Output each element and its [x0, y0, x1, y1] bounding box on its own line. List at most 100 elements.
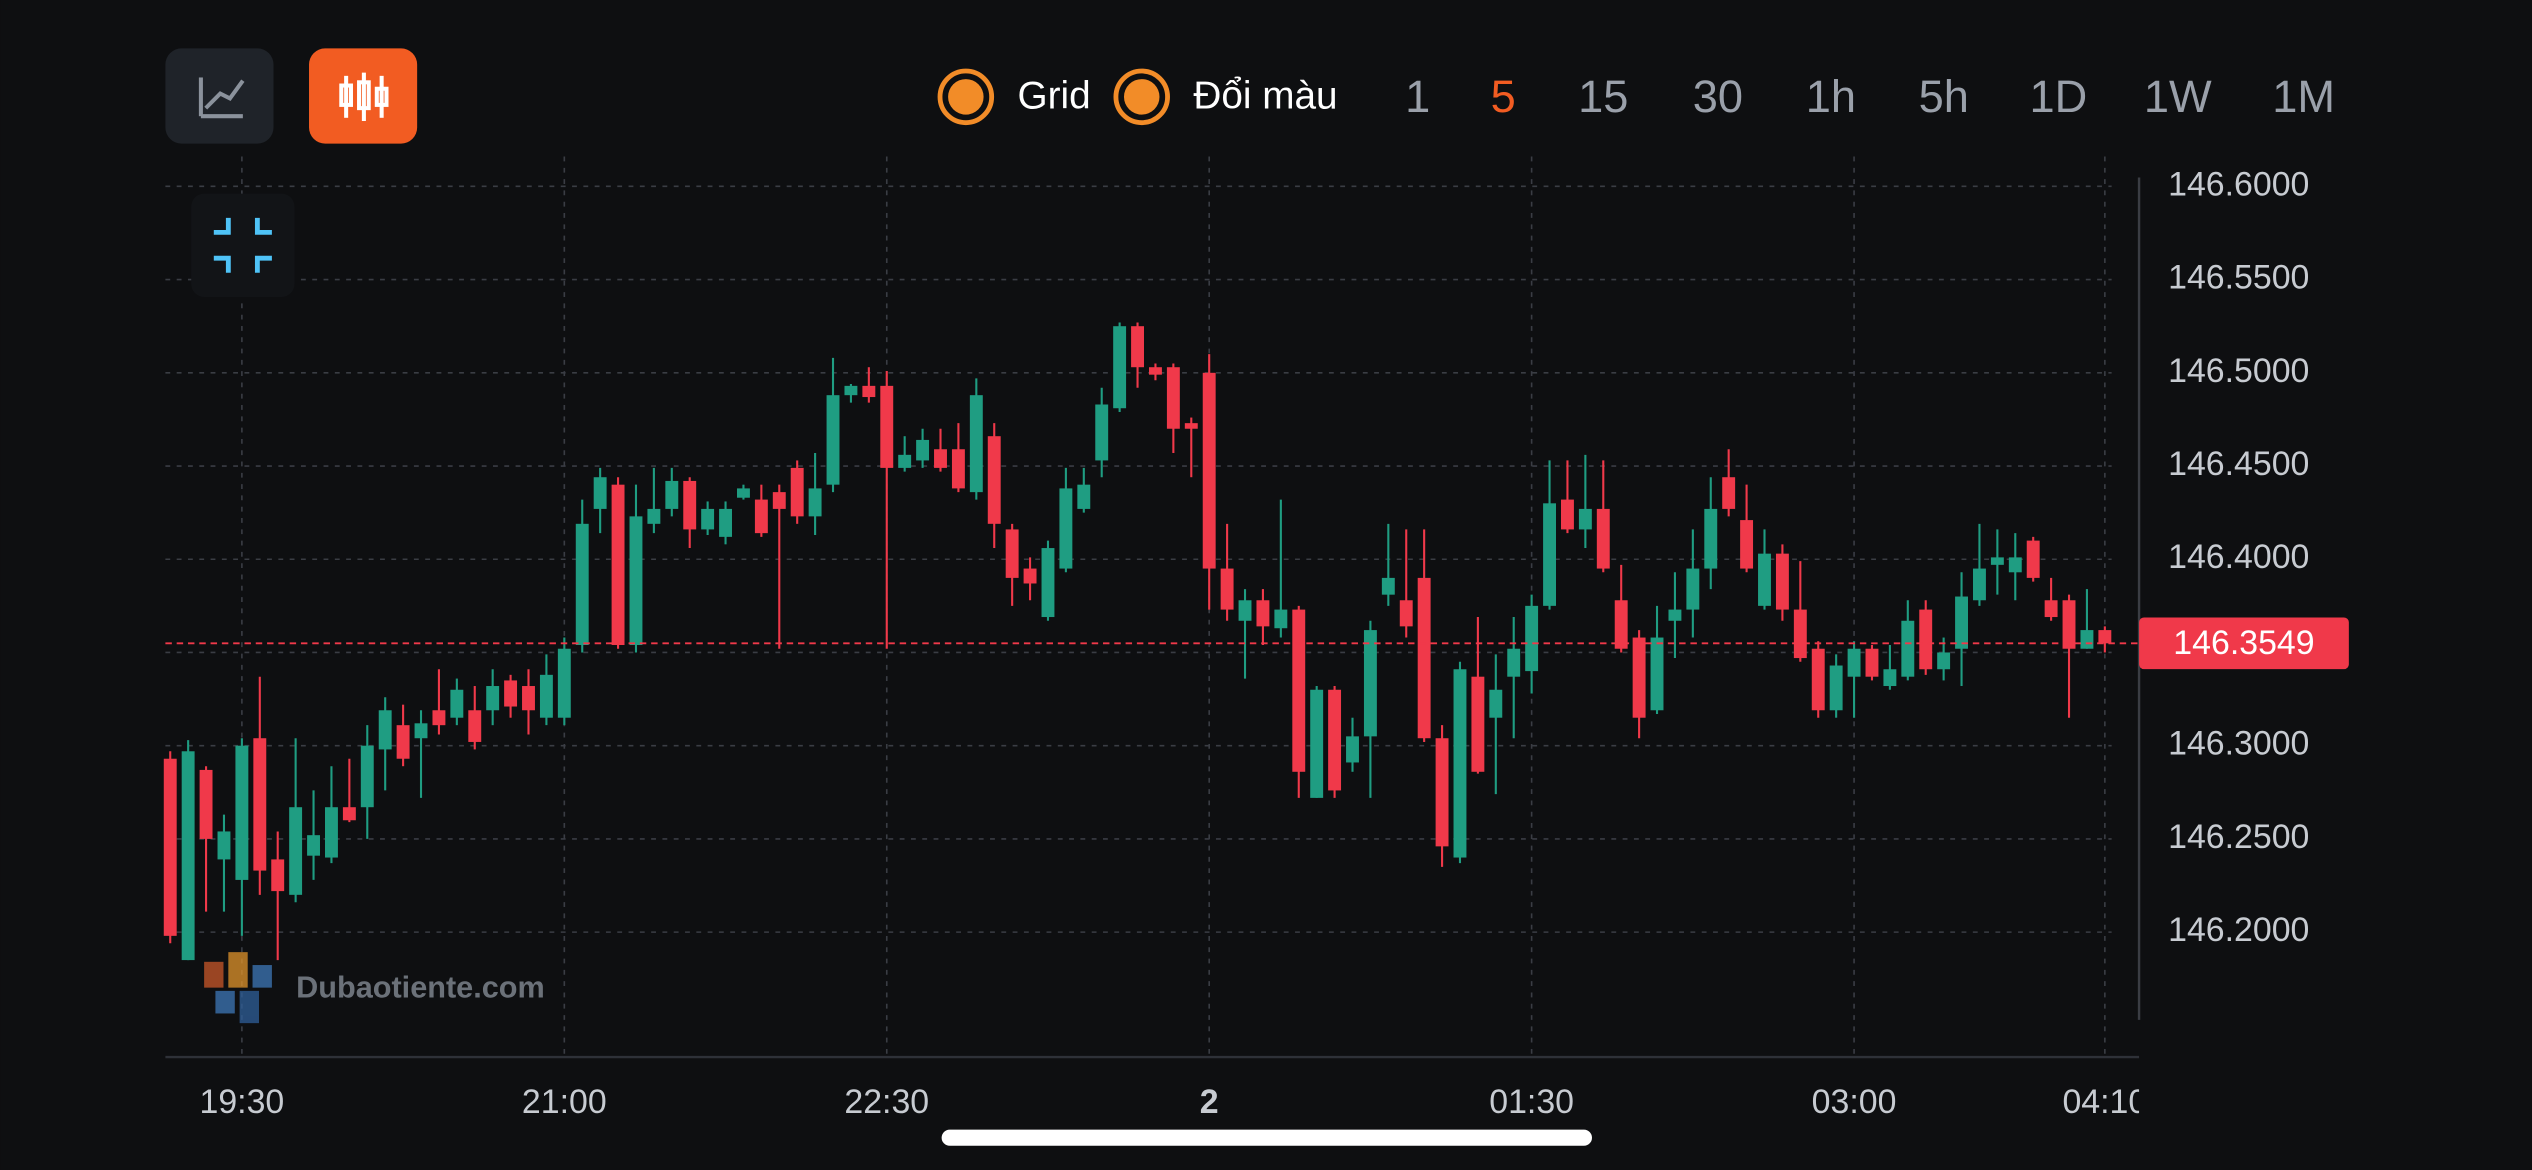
candle-body	[701, 508, 715, 530]
interval-option[interactable]: 15	[1578, 71, 1628, 122]
candle-body	[2098, 630, 2112, 644]
x-tick-label: 22:30	[844, 1083, 929, 1121]
candle-body	[1292, 609, 1306, 772]
radio-dot	[1123, 79, 1160, 115]
candle-body	[1883, 669, 1897, 687]
toggle-option[interactable]: Đổi màu	[1113, 68, 1338, 126]
candle-body	[647, 508, 661, 524]
option-label: Grid	[1017, 75, 1090, 118]
radio-ring	[1113, 68, 1170, 126]
candle-body	[414, 723, 428, 739]
candle-body	[1614, 600, 1628, 649]
candle-body	[1041, 548, 1055, 618]
x-tick-label: 2	[1200, 1083, 1219, 1121]
candle-body	[1507, 648, 1521, 677]
interval-option[interactable]: 1D	[2029, 71, 2087, 122]
x-tick-label: 21:00	[522, 1083, 607, 1121]
interval-option[interactable]: 30	[1693, 71, 1743, 122]
candle-body	[217, 831, 231, 860]
candle-body	[1435, 738, 1449, 847]
candle-body	[1990, 557, 2004, 565]
candle-body	[1310, 689, 1324, 798]
y-tick-label: 146.6000	[2168, 165, 2309, 203]
candle-body	[557, 648, 571, 718]
candle-body	[1274, 609, 1288, 629]
candle-body	[1453, 669, 1467, 858]
candle-body	[1023, 568, 1037, 584]
y-tick-label: 146.2500	[2168, 818, 2309, 856]
candle-body	[1525, 605, 1539, 672]
candle-body	[951, 449, 965, 489]
watermark-text: Dubaotiente.com	[296, 970, 545, 1004]
candle-body	[1578, 508, 1592, 530]
candle-body	[235, 745, 249, 880]
candle-body	[611, 484, 625, 646]
candle-body	[1166, 367, 1180, 429]
interval-selector: 1 5 15 30 1h 5h 1D 1W 1M	[1405, 71, 2335, 122]
chart-options: Grid Đổi màu	[937, 68, 1338, 126]
candle-body	[1973, 568, 1986, 601]
candle-body	[987, 436, 1001, 524]
collapse-button[interactable]	[191, 193, 295, 297]
candle-body	[1811, 648, 1825, 711]
candle-body	[808, 488, 822, 517]
candle-body	[844, 385, 858, 396]
y-axis: 146.2000146.2500146.3000146.3500146.4000…	[2137, 165, 2349, 1020]
candle-body	[1005, 529, 1019, 578]
candle-body	[324, 807, 338, 858]
candle-body	[1650, 637, 1664, 711]
candle-body	[934, 449, 947, 468]
candle-body	[1184, 423, 1198, 429]
candle-body	[916, 439, 930, 461]
candle-body	[1077, 484, 1091, 509]
candle-body	[342, 807, 356, 821]
candle-body	[1059, 488, 1073, 569]
candle-body	[181, 751, 195, 961]
candle-body	[1686, 568, 1700, 610]
watermark: Dubaotiente.com	[204, 952, 545, 1024]
candle-body	[1561, 499, 1574, 530]
toggle-option[interactable]: Grid	[937, 68, 1091, 126]
candle-body	[199, 769, 213, 839]
candle-body	[880, 385, 894, 468]
interval-option[interactable]: 1M	[2272, 71, 2335, 122]
candle-body	[1775, 553, 1789, 610]
candle-body	[1543, 503, 1556, 606]
candle-body	[2044, 600, 2058, 618]
candle-body	[378, 710, 392, 750]
radio-ring	[937, 68, 995, 126]
line-chart-button[interactable]	[165, 48, 274, 144]
interval-option[interactable]: 1h	[1806, 71, 1856, 122]
candle-body	[1220, 568, 1234, 610]
candle-body	[629, 516, 643, 646]
candle-body	[772, 492, 786, 509]
candle-body	[1758, 553, 1771, 606]
candle-body	[1328, 689, 1342, 791]
candle-body	[1149, 367, 1162, 375]
candle-body	[790, 467, 804, 517]
candle-body	[1256, 600, 1270, 627]
candle-chart-button[interactable]	[309, 48, 418, 144]
candle-body	[1471, 676, 1485, 772]
candle-body	[898, 454, 912, 468]
y-tick-label: 146.3000	[2168, 725, 2309, 763]
option-label: Đổi màu	[1193, 75, 1337, 118]
candle-body	[163, 758, 177, 936]
candle-body	[450, 689, 464, 718]
interval-option[interactable]: 5h	[1919, 71, 1969, 122]
candle-body	[486, 686, 500, 711]
candle-body	[1901, 620, 1915, 677]
interval-option[interactable]: 5	[1491, 71, 1516, 122]
candle-body	[719, 508, 732, 537]
candle-body	[468, 710, 482, 742]
candle-body	[754, 499, 768, 534]
interval-option[interactable]: 1W	[2144, 71, 2212, 122]
candle-body	[826, 395, 840, 485]
candle-body	[1919, 609, 1933, 670]
radio-dot	[948, 79, 984, 115]
interval-option[interactable]: 1	[1405, 71, 1430, 122]
candle-body	[1596, 508, 1610, 569]
candle-body	[1865, 648, 1879, 677]
